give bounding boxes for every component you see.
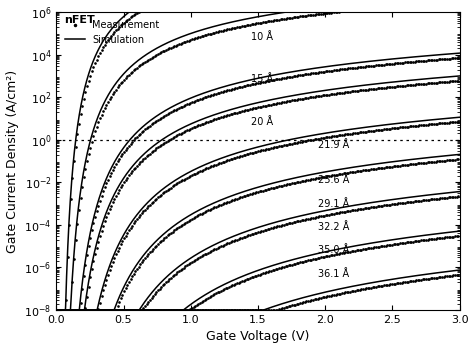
Text: 36.1 Å: 36.1 Å: [319, 269, 350, 279]
X-axis label: Gate Voltage (V): Gate Voltage (V): [206, 331, 310, 343]
Text: 15 Å: 15 Å: [251, 74, 273, 84]
Text: 10 Å: 10 Å: [251, 32, 273, 42]
Text: 35.0 Å: 35.0 Å: [319, 245, 350, 255]
Text: 20 Å: 20 Å: [251, 117, 273, 127]
Text: 21.9 Å: 21.9 Å: [319, 140, 350, 150]
Text: nFET: nFET: [64, 15, 95, 25]
Y-axis label: Gate Current Density (A/cm²): Gate Current Density (A/cm²): [6, 69, 18, 253]
Text: 29.1 Å: 29.1 Å: [319, 199, 350, 209]
Text: 32.2 Å: 32.2 Å: [319, 222, 350, 232]
Legend: Measurement, Simulation: Measurement, Simulation: [65, 20, 160, 45]
Text: 25.6 Å: 25.6 Å: [319, 175, 350, 185]
